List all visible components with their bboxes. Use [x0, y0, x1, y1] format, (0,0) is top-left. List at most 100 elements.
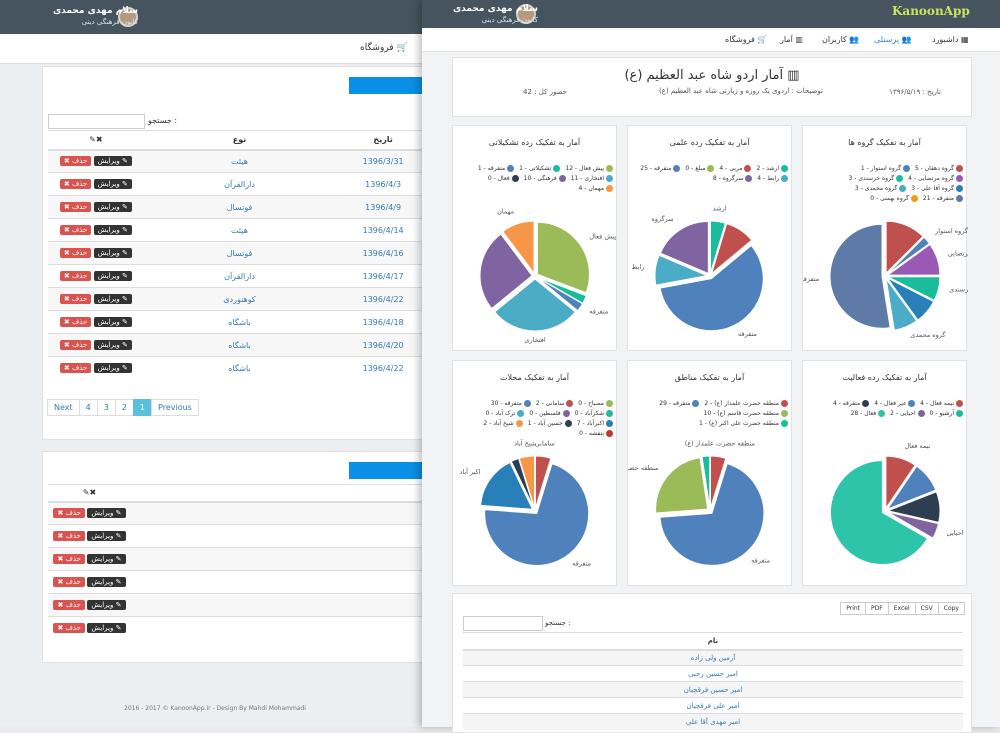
delete-button[interactable]: ✖ حذف: [59, 317, 92, 327]
pie-slice[interactable]: [886, 465, 937, 511]
row-date[interactable]: 1396/4/18: [335, 310, 431, 334]
pager-next[interactable]: Next: [47, 399, 80, 416]
pie-slice[interactable]: [709, 220, 727, 274]
delete-button[interactable]: ✖ حذف: [59, 294, 92, 304]
delete-button[interactable]: ✖ حذف: [59, 202, 92, 212]
row-date[interactable]: 1396/4/3: [335, 172, 431, 196]
pie-slice[interactable]: [885, 220, 924, 275]
member-link[interactable]: امیر علی فرقچیان: [686, 701, 740, 710]
edit-button[interactable]: ویرایش ✎: [93, 271, 132, 281]
pie-slice[interactable]: [886, 243, 941, 276]
legend-item[interactable]: متفرقه - 4: [833, 399, 870, 409]
date-link[interactable]: 1396/4/22: [362, 294, 404, 304]
pie-slice[interactable]: [659, 220, 709, 275]
nav-shop[interactable]: فروشگاه 🛒: [360, 43, 408, 53]
legend-item[interactable]: مهمان - 4: [579, 184, 613, 194]
legend-item[interactable]: گروه آقا علی - 3: [911, 184, 963, 194]
pager-4[interactable]: 4: [78, 399, 98, 416]
date-link[interactable]: 1396/3/31: [362, 156, 404, 166]
row-type[interactable]: باشگاه: [143, 310, 336, 334]
legend-item[interactable]: رابط - 4: [757, 174, 788, 184]
excel-button[interactable]: Excel: [887, 602, 916, 615]
row-date[interactable]: 1396/4/20: [335, 333, 431, 357]
delete-button[interactable]: ✖ حذف: [59, 248, 92, 258]
edit-button[interactable]: ویرایش ✎: [93, 225, 132, 235]
type-link[interactable]: باشگاه: [228, 317, 251, 327]
type-link[interactable]: فوتسال: [226, 248, 253, 258]
legend-item[interactable]: متفرقه - 29: [659, 399, 700, 409]
row-date[interactable]: 1396/4/17: [335, 264, 431, 288]
app-logo[interactable]: KanoonApp: [892, 4, 970, 18]
row-type[interactable]: باشگاه: [143, 333, 336, 357]
edit-button[interactable]: ویرایش ✎: [87, 531, 126, 541]
type-link[interactable]: دارالقرآن: [224, 179, 255, 189]
pie-slice[interactable]: [885, 278, 918, 331]
edit-button[interactable]: ویرایش ✎: [93, 317, 132, 327]
date-link[interactable]: 1396/4/9: [365, 202, 402, 212]
legend-item[interactable]: منطقه حضرت علی اکبر (ع) - 1: [699, 419, 788, 429]
pie-slice[interactable]: [654, 254, 709, 286]
row-type[interactable]: هیئت: [143, 149, 336, 173]
delete-button[interactable]: ✖ حذف: [53, 600, 85, 610]
nav-users[interactable]: کاربران 👥: [822, 35, 859, 44]
member-name[interactable]: آرمین ولی زاده: [463, 649, 963, 666]
legend-item[interactable]: اکبرآباد - 7: [577, 419, 613, 429]
legend-item[interactable]: ترک آباد - 0: [485, 409, 525, 419]
date-link[interactable]: 1396/4/14: [362, 225, 404, 235]
pie-slice[interactable]: [886, 277, 935, 321]
legend-item[interactable]: مصباح - 0: [578, 399, 613, 409]
pie-slice[interactable]: [536, 221, 590, 294]
row-date[interactable]: 1396/4/22: [335, 356, 431, 380]
legend-item[interactable]: منطقه حضرت علمدار (ع) - 2: [704, 399, 788, 409]
legend-item[interactable]: نیمه فعال - 4: [920, 399, 963, 409]
pager-previous[interactable]: Previous: [151, 399, 199, 416]
legend-item[interactable]: بنفشه - 0: [579, 429, 613, 439]
edit-button[interactable]: ویرایش ✎: [87, 600, 126, 610]
row-type[interactable]: کوهنوردی: [143, 287, 336, 311]
nav-stats[interactable]: آمار ▥: [780, 35, 803, 44]
type-link[interactable]: کوهنوردی: [223, 294, 256, 304]
legend-item[interactable]: تشکیلاتی - 1: [519, 164, 561, 174]
type-link[interactable]: هیئت: [231, 156, 248, 166]
delete-button[interactable]: ✖ حذف: [53, 577, 85, 587]
pie-slice[interactable]: [484, 463, 590, 566]
pie-slice[interactable]: [502, 220, 535, 275]
member-name[interactable]: امیر علی فرقچیان: [463, 697, 963, 714]
pie-slice[interactable]: [829, 223, 891, 329]
date-link[interactable]: 1396/4/16: [362, 248, 404, 258]
legend-item[interactable]: آرشیو - 0: [930, 409, 963, 419]
legend-item[interactable]: فرهنگی - 10: [524, 174, 566, 184]
search-input[interactable]: [463, 616, 543, 631]
legend-item[interactable]: فعال - 0: [488, 174, 519, 184]
pie-slice[interactable]: [494, 278, 576, 332]
row-type[interactable]: دارالقرآن: [143, 172, 336, 196]
delete-button[interactable]: ✖ حذف: [53, 531, 85, 541]
legend-item[interactable]: گروه بهمنی - 0: [870, 194, 918, 204]
nav-personnel[interactable]: پرسنلی 👥: [874, 35, 912, 44]
edit-button[interactable]: ویرایش ✎: [93, 202, 132, 212]
legend-item[interactable]: گروه مرتضایی - 4: [908, 174, 963, 184]
delete-button[interactable]: ✖ حذف: [53, 623, 85, 634]
legend-item[interactable]: احیایی - 2: [890, 409, 925, 419]
legend-item[interactable]: منطقه حضرت قاسم (ع) - 10: [704, 409, 788, 419]
pie-slice[interactable]: [659, 244, 764, 332]
print-button[interactable]: Print: [840, 602, 867, 615]
pie-slice[interactable]: [701, 455, 711, 509]
row-type[interactable]: هیئت: [143, 218, 336, 242]
pie-slice[interactable]: [887, 276, 941, 301]
pie-slice[interactable]: [518, 455, 536, 509]
edit-button[interactable]: ویرایش ✎: [93, 179, 132, 189]
type-link[interactable]: دارالقرآن: [224, 271, 255, 281]
date-link[interactable]: 1396/4/17: [362, 271, 404, 281]
legend-item[interactable]: متفرقه - 25: [640, 164, 681, 174]
member-link[interactable]: امیر مهدی آقا علی: [685, 717, 741, 726]
legend-item[interactable]: شیخ آباد - 2: [483, 419, 523, 429]
pie-slice[interactable]: [659, 463, 765, 566]
legend-item[interactable]: متفرقه - 1: [478, 164, 515, 174]
delete-button[interactable]: ✖ حذف: [59, 271, 92, 281]
member-name[interactable]: امیر مهدی آقا علی: [463, 713, 963, 730]
edit-button[interactable]: ویرایش ✎: [93, 156, 132, 167]
legend-item[interactable]: فلسطین - 0: [529, 409, 570, 419]
pie-slice[interactable]: [510, 457, 535, 509]
type-link[interactable]: فوتسال: [226, 202, 253, 212]
